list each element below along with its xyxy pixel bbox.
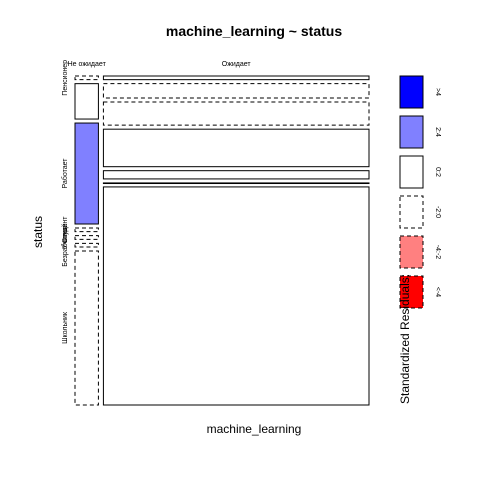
mosaic-cell — [102, 101, 370, 126]
legend-title: Standardized Residuals: — [398, 274, 412, 404]
legend-swatch — [399, 275, 424, 309]
mosaic-cell — [74, 242, 99, 248]
mosaic-cell — [102, 128, 370, 168]
legend-label: 2:4 — [434, 127, 441, 137]
x-axis-label: machine_learning — [207, 422, 302, 436]
mosaic-cell — [102, 182, 370, 185]
legend-swatch — [399, 235, 424, 269]
legend-swatch — [399, 115, 424, 149]
column-label: Ожидает — [222, 61, 252, 68]
row-label: Учится — [62, 226, 69, 249]
mosaic-cell — [74, 122, 99, 225]
legend-label: 0:2 — [434, 167, 441, 177]
mosaic-cell — [74, 250, 99, 406]
residuals-legend: >4 2:4 0:2 -2:0 -4:-2 <-4 — [399, 75, 441, 309]
row-label: Работает — [61, 158, 69, 189]
legend-label: -2:0 — [434, 206, 441, 218]
legend-label: >4 — [434, 88, 441, 96]
legend-swatch — [399, 155, 424, 189]
column-labels: Не ожидает Ожидает — [68, 61, 252, 68]
chart-title: machine_learning ~ status — [166, 23, 342, 39]
mosaic-cell — [102, 75, 370, 81]
row-label: Студент — [62, 216, 69, 243]
mosaic-cell — [102, 83, 370, 99]
mosaic-cell — [74, 83, 99, 120]
mosaic-cell — [102, 170, 370, 180]
y-axis-label: status — [31, 216, 45, 248]
legend-label: <-4 — [434, 287, 441, 297]
mosaic-cell — [74, 227, 99, 233]
mosaic-cell — [102, 186, 370, 406]
row-label: Пенсионер — [62, 60, 69, 96]
legend-label: -4:-2 — [434, 245, 441, 260]
row-label: Школьник — [62, 311, 69, 344]
row-label: Безработный — [61, 224, 69, 267]
mosaic-cell — [74, 75, 99, 81]
legend-swatch — [399, 75, 424, 109]
row-labels: Безработный Пенсионер Работает СтудентУчитс… — [61, 60, 69, 344]
mosaic-cells — [74, 75, 370, 406]
mosaic-cell — [74, 235, 99, 240]
legend-swatch — [399, 195, 424, 229]
column-label: Не ожидает — [68, 61, 107, 68]
